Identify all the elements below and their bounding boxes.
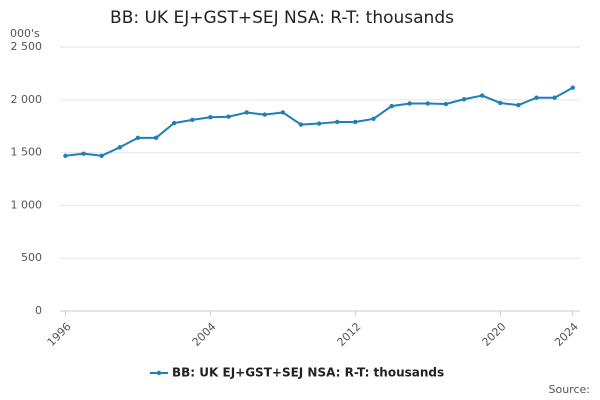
legend-marker (156, 370, 162, 376)
point (443, 101, 449, 107)
point (226, 114, 231, 119)
y-tick-label: 1 000 (11, 198, 43, 211)
point (153, 135, 159, 141)
point (135, 135, 141, 141)
point (244, 110, 249, 115)
y-tick-label: 1 500 (11, 146, 43, 159)
x-tick-label: 1996 (45, 320, 74, 349)
point (534, 95, 539, 100)
point (81, 151, 86, 156)
x-tick-label: 2020 (480, 320, 509, 349)
source: Source: (549, 383, 591, 396)
point (63, 153, 68, 158)
x-tick-label: 2004 (190, 320, 219, 349)
point (280, 110, 286, 115)
point (552, 95, 557, 100)
point (117, 145, 122, 150)
x-tick-label: 2012 (335, 320, 364, 349)
point (208, 115, 213, 120)
point (570, 85, 575, 90)
point (99, 153, 104, 158)
point (461, 97, 467, 102)
point (298, 122, 304, 127)
point (190, 117, 195, 123)
y-tick-label: 2 500 (11, 40, 43, 53)
chart-title: BB: UK EJ+GST+SEJ NSA: R-T: thousands (110, 8, 454, 28)
point (516, 102, 521, 108)
y-tick-label: 2 000 (11, 93, 43, 106)
point (353, 119, 358, 125)
point (389, 103, 394, 109)
legend-label: BB: UK EJ+GST+SEJ NSA: R-T: thousands (172, 366, 444, 380)
point (335, 119, 340, 125)
point (171, 120, 177, 126)
point (407, 101, 412, 106)
point (262, 112, 267, 117)
point (316, 121, 322, 126)
point (498, 100, 503, 106)
x-tick-label: 2024 (552, 320, 581, 349)
point (479, 93, 485, 98)
point (425, 101, 431, 106)
y-tick-label: 0 (35, 304, 42, 317)
y-axis-label: 000's (10, 27, 40, 40)
point (371, 116, 376, 122)
y-tick-label: 500 (21, 251, 42, 264)
